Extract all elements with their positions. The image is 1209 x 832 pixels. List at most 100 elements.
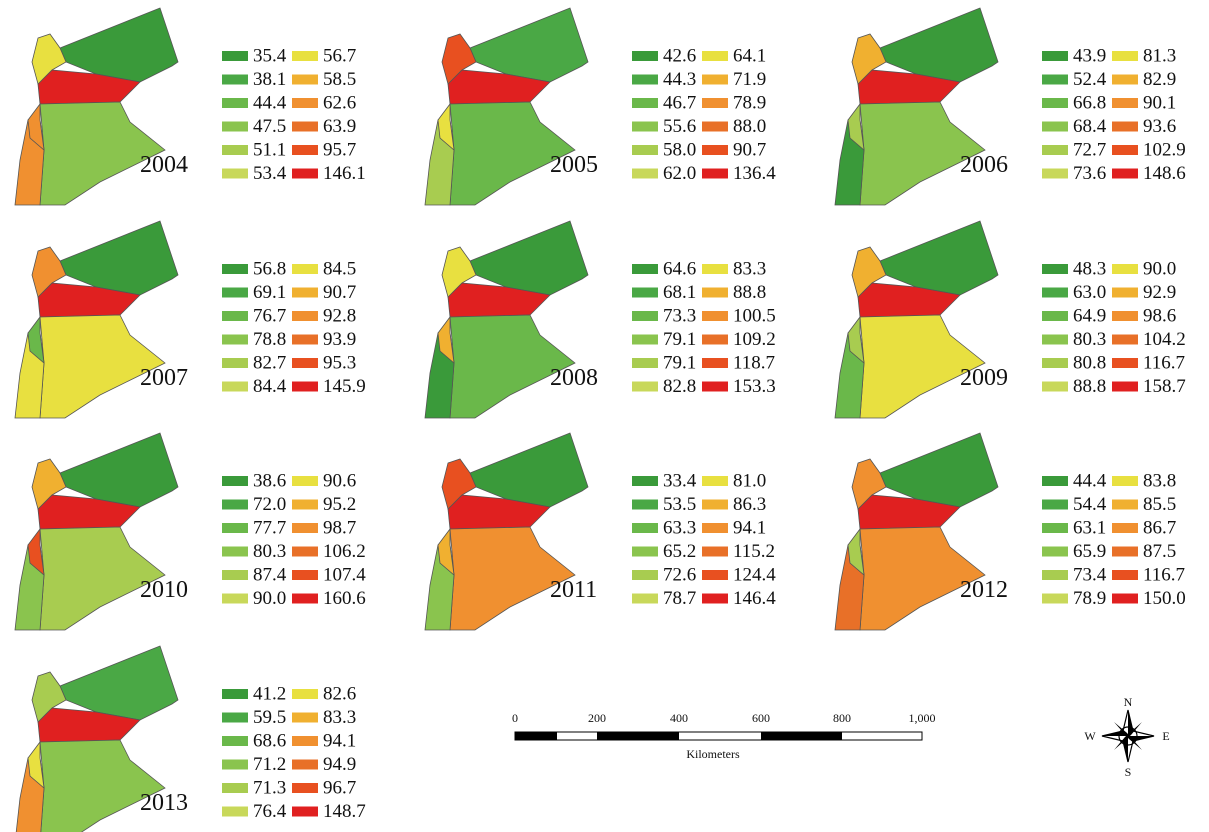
legend-label: 107.4 — [323, 564, 366, 585]
legend-label: 88.8 — [1073, 376, 1106, 397]
scale-label: 600 — [752, 711, 770, 725]
legend-swatch — [1112, 168, 1138, 179]
legend-swatch — [632, 523, 658, 533]
legend-label: 98.7 — [323, 517, 356, 538]
legend-label: 95.2 — [323, 494, 356, 515]
legend-swatch — [702, 593, 728, 604]
legend-label: 76.4 — [253, 801, 287, 822]
year-label: 2004 — [140, 152, 188, 178]
legend-label: 71.3 — [253, 777, 286, 798]
legend-label: 78.7 — [663, 588, 696, 609]
legend-label: 72.7 — [1073, 139, 1106, 160]
legend-swatch — [1112, 523, 1138, 533]
legend-swatch — [222, 381, 248, 392]
legend-label: 80.8 — [1073, 352, 1106, 373]
scale-label: 200 — [588, 711, 606, 725]
legend-swatch — [292, 593, 318, 604]
region — [847, 315, 865, 364]
legend-swatch — [292, 98, 318, 108]
map-panel: 2010 38.6 72.077.7 80.387.4 90.0 90.6 95.298.7… — [14, 432, 366, 631]
legend-swatch — [292, 311, 318, 321]
legend-label: 64.6 — [663, 258, 696, 279]
region — [879, 7, 999, 83]
legend-label: 44.4 — [253, 92, 287, 113]
legend-swatch — [632, 476, 658, 486]
region — [441, 458, 477, 510]
legend-label: 78.9 — [733, 92, 766, 113]
legend-swatch — [702, 381, 728, 392]
legend-swatch — [702, 287, 728, 298]
year-label: 2013 — [140, 790, 188, 816]
legend-label: 153.3 — [733, 376, 776, 397]
region — [851, 33, 887, 85]
legend-swatch — [1042, 523, 1068, 533]
legend-label: 146.4 — [733, 588, 776, 609]
legend-label: 68.6 — [253, 730, 286, 751]
legend-swatch — [702, 145, 728, 155]
legend-swatch — [1112, 499, 1138, 510]
legend-swatch — [222, 287, 248, 298]
compass-e: E — [1162, 729, 1169, 743]
legend-swatch — [292, 523, 318, 533]
legend-swatch — [1112, 546, 1138, 557]
legend-swatch — [1112, 51, 1138, 61]
compass-ring — [1118, 726, 1138, 746]
legend-swatch — [292, 736, 318, 746]
legend-label: 90.0 — [1143, 258, 1176, 279]
region — [441, 246, 477, 298]
legend-swatch — [1112, 358, 1138, 368]
legend-label: 84.4 — [253, 376, 287, 397]
legend-label: 124.4 — [733, 564, 776, 585]
legend-swatch — [1112, 145, 1138, 155]
legend-swatch — [702, 499, 728, 510]
legend-swatch — [292, 264, 318, 274]
legend-swatch — [1112, 311, 1138, 321]
legend-label: 63.1 — [1073, 517, 1106, 538]
legend-swatch — [292, 287, 318, 298]
legend-swatch — [702, 546, 728, 557]
legend-label: 63.9 — [323, 116, 356, 137]
legend-label: 42.6 — [663, 45, 696, 66]
legend-label: 72.0 — [253, 494, 286, 515]
region — [469, 220, 589, 296]
legend-swatch — [1042, 593, 1068, 604]
legend-swatch — [222, 74, 248, 85]
region — [437, 527, 455, 576]
legend-label: 43.9 — [1073, 45, 1106, 66]
legend-swatch — [222, 570, 248, 580]
legend-swatch — [632, 264, 658, 274]
legend-label: 83.3 — [323, 707, 356, 728]
legend-label: 92.8 — [323, 305, 356, 326]
legend-label: 64.9 — [1073, 305, 1106, 326]
year-label: 2008 — [550, 365, 598, 391]
legend-swatch — [292, 334, 318, 345]
legend-label: 90.7 — [323, 282, 356, 303]
legend-label: 73.3 — [663, 305, 696, 326]
legend-label: 116.7 — [1143, 352, 1185, 373]
legend-label: 100.5 — [733, 305, 776, 326]
legend-swatch — [222, 806, 248, 817]
legend-swatch — [632, 121, 658, 132]
legend-label: 78.8 — [253, 329, 286, 350]
legend-swatch — [292, 476, 318, 486]
legend-label: 62.0 — [663, 163, 696, 184]
legend-swatch — [1112, 476, 1138, 486]
map-panel: 2006 43.9 52.466.8 68.472.7 73.6 81.3 82.990.1… — [834, 7, 1186, 206]
legend-swatch — [1042, 311, 1068, 321]
legend-label: 150.0 — [1143, 588, 1186, 609]
scale-bar-frame — [514, 731, 923, 741]
region — [27, 315, 45, 364]
legend-swatch — [702, 168, 728, 179]
legend-swatch — [1042, 74, 1068, 85]
legend-label: 44.4 — [1073, 470, 1107, 491]
legend-label: 54.4 — [1073, 494, 1107, 515]
legend-swatch — [222, 121, 248, 132]
legend-label: 72.6 — [663, 564, 696, 585]
legend-swatch — [1042, 98, 1068, 108]
legend-swatch — [292, 74, 318, 85]
legend-swatch — [632, 570, 658, 580]
legend-label: 95.3 — [323, 352, 356, 373]
legend-swatch — [292, 783, 318, 793]
legend-label: 65.9 — [1073, 541, 1106, 562]
legend-swatch — [632, 74, 658, 85]
